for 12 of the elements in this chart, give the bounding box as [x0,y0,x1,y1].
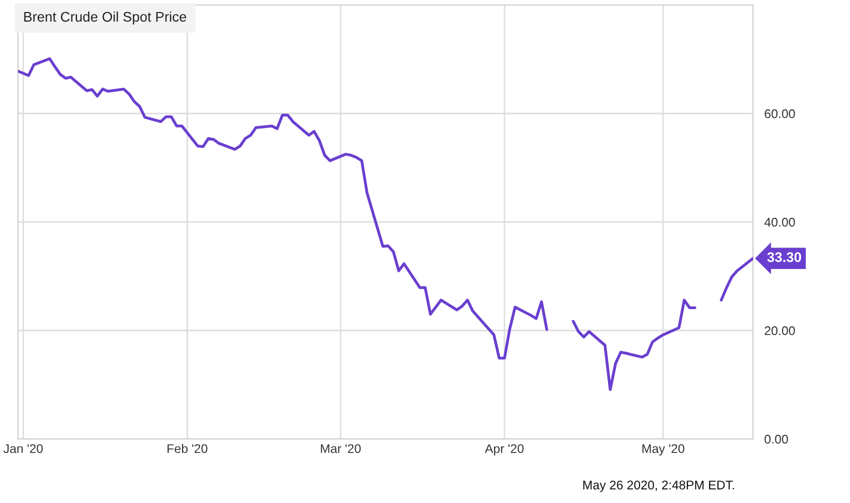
y-tick-label: 40.00 [764,218,795,227]
x-tick-label: Jan '20 [4,444,43,454]
x-tick-label: May '20 [642,444,684,456]
x-tick-label: Feb '20 [168,444,208,454]
text: May 26 2020, 2:48PM EDT. [583,480,734,492]
y-tick-label: 0.00 [764,434,788,444]
data-label: 33.30 [767,252,802,262]
y-tick-label: 60.00 [764,109,795,118]
x-tick-label: Apr '20 [484,444,524,456]
x-tick-label: Mar '20 [320,444,361,454]
chart-title: Brent Crude Oil Spot Price [24,12,186,24]
y-tick-label: 20.00 [764,326,795,336]
